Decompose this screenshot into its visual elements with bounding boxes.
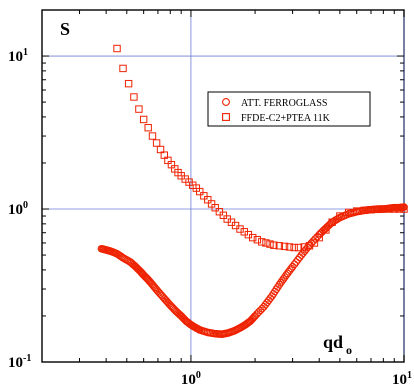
data-point-ffde (196, 187, 204, 196)
data-point-ffde (344, 208, 353, 217)
legend-marker-ferroglass (222, 98, 230, 106)
data-point-ffde (219, 211, 228, 219)
data-point-ffde (400, 205, 408, 213)
x-tick-exponent: 1 (407, 370, 412, 381)
data-point-ffde (275, 242, 284, 250)
data-point-ffde (148, 132, 157, 140)
data-point-ffde (353, 207, 361, 215)
data-point-ffde (262, 239, 270, 247)
data-point-ferroglass (276, 278, 285, 287)
data-point-ferroglass (319, 226, 328, 235)
y-tick-base: 10 (8, 49, 23, 65)
y-tick-label: 101 (8, 47, 28, 65)
y-tick-base: 10 (8, 202, 23, 218)
data-point-ffde (258, 238, 266, 246)
y-tick-exponent: 1 (23, 47, 28, 58)
data-point-ffde (211, 204, 219, 212)
x-tick-label: 100 (181, 370, 201, 388)
x-tick-exponent: 0 (196, 370, 201, 381)
y-tick-label: 10-1 (8, 353, 31, 371)
y-tick-exponent: 0 (23, 200, 28, 211)
data-point-ffde (385, 205, 393, 213)
data-point-ffde (315, 233, 323, 242)
data-point-ffde (300, 243, 308, 251)
legend-label-ferroglass: ATT. FERROGLASS (241, 98, 328, 109)
x-tick-base: 10 (181, 372, 196, 388)
data-point-ffde (119, 64, 127, 73)
data-point-ferroglass (116, 252, 125, 260)
x-tick-base: 10 (392, 372, 407, 388)
plot-frame (41, 9, 405, 363)
data-point-ffde (270, 241, 278, 249)
data-point-ffde (253, 236, 262, 244)
data-point-ffde (144, 124, 152, 132)
data-point-ffde (395, 205, 403, 213)
data-point-ffde (379, 205, 388, 213)
y-tick-label: 100 (8, 200, 28, 218)
data-point-ferroglass (311, 235, 320, 243)
data-point-ffde (130, 93, 138, 101)
x-axis-label: qd (323, 332, 343, 352)
data-point-ffde (280, 242, 289, 251)
x-tick-label: 101 (392, 370, 412, 388)
data-point-ferroglass (318, 228, 326, 236)
grid (42, 10, 405, 362)
data-point-ffde (113, 44, 121, 53)
legend-box (207, 91, 371, 127)
series-1 (97, 203, 408, 338)
series-layer (97, 44, 408, 338)
data-point-ffde (328, 218, 336, 226)
x-axis-label-subscript: o (346, 343, 352, 357)
data-point-ffde (249, 233, 257, 242)
y-tick-exponent: -1 (23, 353, 31, 364)
data-point-ffde (390, 205, 398, 213)
series-2 (113, 44, 408, 252)
data-point-ferroglass (279, 275, 288, 283)
data-point-ffde (266, 240, 274, 248)
legend-label-ffde: FFDE-C2+PTEA 11K (241, 113, 331, 124)
data-point-ffde (322, 226, 330, 234)
data-point-ffde (200, 192, 208, 200)
data-point-ferroglass (275, 280, 284, 289)
data-point-ffde (156, 145, 165, 154)
data-point-ffde (310, 239, 319, 247)
legend-marker-ffde (222, 113, 230, 121)
data-point-ffde (139, 115, 148, 124)
data-point-ffde (285, 243, 294, 251)
data-point-ffde (135, 105, 143, 113)
y-tick-base: 10 (8, 355, 23, 371)
data-point-ffde (152, 139, 161, 147)
y-axis-label: S (60, 19, 70, 39)
legend: ATT. FERROGLASS FFDE-C2+PTEA 11K (207, 91, 371, 127)
data-point-ffde (294, 243, 303, 252)
data-point-ferroglass (278, 277, 286, 285)
data-point-ffde (204, 196, 212, 204)
data-point-ffde (336, 212, 344, 220)
data-point-ffde (290, 243, 298, 252)
data-point-ffde (124, 79, 133, 88)
